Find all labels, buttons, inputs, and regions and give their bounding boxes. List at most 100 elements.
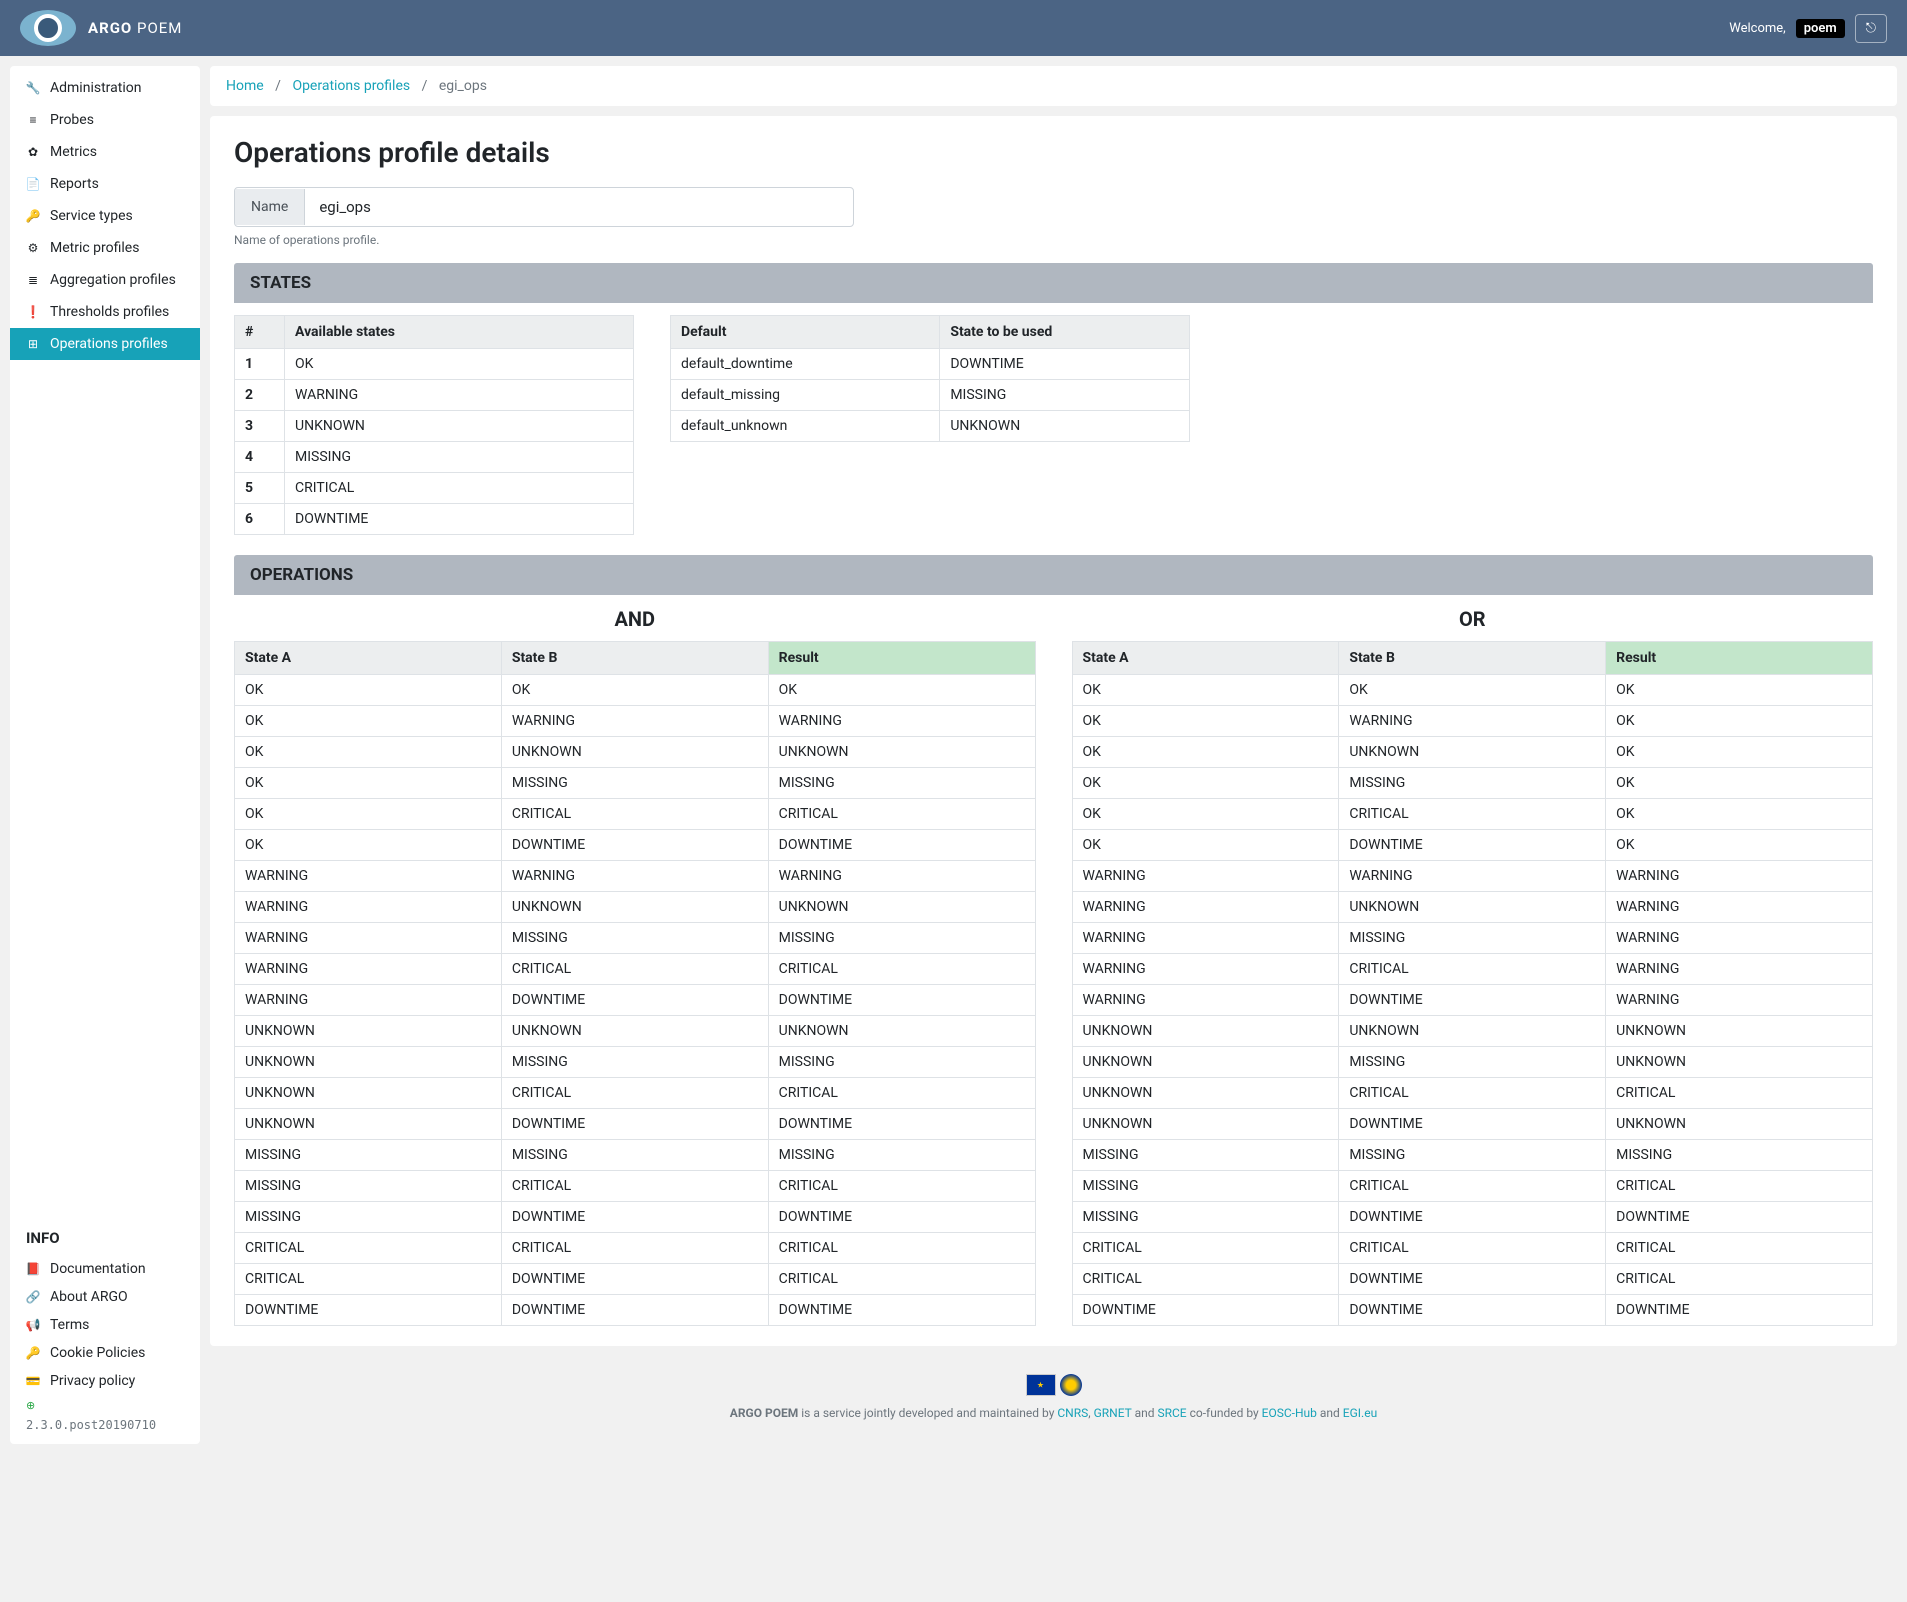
cell-a: UNKNOWN <box>1072 1047 1339 1078</box>
link-eosc[interactable]: EOSC-Hub <box>1262 1406 1317 1420</box>
cell-result: UNKNOWN <box>1606 1047 1873 1078</box>
ops-col-and: AND State A State B Result OKOKOKOKWARNI… <box>234 607 1036 1326</box>
cell-a: OK <box>1072 799 1339 830</box>
cell-state: WARNING <box>285 380 634 411</box>
sidebar-item-probes[interactable]: ≡Probes <box>10 104 200 136</box>
cell-a: WARNING <box>1072 861 1339 892</box>
table-row: MISSINGMISSINGMISSING <box>1072 1140 1873 1171</box>
table-row: DOWNTIMEDOWNTIMEDOWNTIME <box>235 1295 1036 1326</box>
link-grnet[interactable]: GRNET <box>1094 1406 1132 1420</box>
nav-label: Administration <box>50 80 141 96</box>
cell-b: UNKNOWN <box>1339 892 1606 923</box>
cell-b: WARNING <box>1339 861 1606 892</box>
cell-result: MISSING <box>768 1047 1035 1078</box>
info-link-about-argo[interactable]: 🔗About ARGO <box>26 1283 184 1311</box>
info-link-privacy-policy[interactable]: 💳Privacy policy <box>26 1367 184 1395</box>
link-cnrs[interactable]: CNRS <box>1057 1406 1088 1420</box>
cell-b: MISSING <box>501 923 768 954</box>
defaults-body: default_downtimeDOWNTIMEdefault_missingM… <box>671 349 1190 442</box>
states-body: 1OK2WARNING3UNKNOWN4MISSING5CRITICAL6DOW… <box>235 349 634 535</box>
cell-state: CRITICAL <box>285 473 634 504</box>
sidebar-item-metrics[interactable]: ✿Metrics <box>10 136 200 168</box>
cell-a: WARNING <box>1072 985 1339 1016</box>
info-icon: 📕 <box>26 1262 40 1276</box>
cell-a: OK <box>235 737 502 768</box>
cell-a: WARNING <box>1072 892 1339 923</box>
cell-idx: 6 <box>235 504 285 535</box>
cell-idx: 4 <box>235 442 285 473</box>
footer-text: ARGO POEM is a service jointly developed… <box>210 1406 1897 1420</box>
nav-icon: ✿ <box>26 145 40 159</box>
cell-result: DOWNTIME <box>768 830 1035 861</box>
states-table: # Available states 1OK2WARNING3UNKNOWN4M… <box>234 315 634 535</box>
info-icon: 🔗 <box>26 1290 40 1304</box>
table-row: UNKNOWNMISSINGUNKNOWN <box>1072 1047 1873 1078</box>
sidebar-item-operations-profiles[interactable]: ⊞Operations profiles <box>10 328 200 360</box>
breadcrumb-home[interactable]: Home <box>226 78 264 94</box>
nav-label: Service types <box>50 208 133 224</box>
breadcrumb-parent[interactable]: Operations profiles <box>292 78 410 94</box>
table-row: MISSINGCRITICALCRITICAL <box>1072 1171 1873 1202</box>
table-row: WARNINGWARNINGWARNING <box>235 861 1036 892</box>
info-link-terms[interactable]: 📢Terms <box>26 1311 184 1339</box>
breadcrumb-sep: / <box>422 78 428 94</box>
link-egi[interactable]: EGI.eu <box>1343 1406 1377 1420</box>
cell-b: CRITICAL <box>501 799 768 830</box>
cell-result: DOWNTIME <box>768 985 1035 1016</box>
cell-a: WARNING <box>235 985 502 1016</box>
info-link-cookie-policies[interactable]: 🔑Cookie Policies <box>26 1339 184 1367</box>
cell-a: OK <box>235 799 502 830</box>
cell-a: MISSING <box>235 1140 502 1171</box>
table-row: UNKNOWNDOWNTIMEDOWNTIME <box>235 1109 1036 1140</box>
col-state-b: State B <box>501 642 768 675</box>
table-row: 2WARNING <box>235 380 634 411</box>
cell-b: MISSING <box>501 768 768 799</box>
info-title: INFO <box>26 1229 184 1247</box>
cell-result: CRITICAL <box>768 1264 1035 1295</box>
cell-b: DOWNTIME <box>1339 1264 1606 1295</box>
ops-table: State A State B Result OKOKOKOKWARNINGWA… <box>234 641 1036 1326</box>
logout-button[interactable]: ⎋ <box>1855 14 1887 43</box>
states-row: # Available states 1OK2WARNING3UNKNOWN4M… <box>234 315 1873 535</box>
cell-result: OK <box>1606 737 1873 768</box>
table-row: WARNINGDOWNTIMEWARNING <box>1072 985 1873 1016</box>
cell-b: DOWNTIME <box>501 985 768 1016</box>
sidebar-item-service-types[interactable]: 🔑Service types <box>10 200 200 232</box>
sidebar-spacer <box>10 360 200 1219</box>
sidebar-item-metric-profiles[interactable]: ⚙Metric profiles <box>10 232 200 264</box>
cell-result: CRITICAL <box>1606 1264 1873 1295</box>
cell-state: MISSING <box>285 442 634 473</box>
cell-b: DOWNTIME <box>501 1264 768 1295</box>
link-srce[interactable]: SRCE <box>1157 1406 1186 1420</box>
table-row: default_missingMISSING <box>671 380 1190 411</box>
version: 2.3.0.post20190710 <box>10 1412 200 1438</box>
cell-idx: 2 <box>235 380 285 411</box>
cell-b: OK <box>501 675 768 706</box>
info-link-documentation[interactable]: 📕Documentation <box>26 1255 184 1283</box>
breadcrumb-current: egi_ops <box>439 78 487 94</box>
cell-a: OK <box>235 675 502 706</box>
cell-result: DOWNTIME <box>768 1202 1035 1233</box>
info-label: Cookie Policies <box>50 1345 145 1361</box>
table-row: WARNINGWARNINGWARNING <box>1072 861 1873 892</box>
sidebar-item-aggregation-profiles[interactable]: ≣Aggregation profiles <box>10 264 200 296</box>
sidebar-item-administration[interactable]: 🔧Administration <box>10 72 200 104</box>
table-row: OKUNKNOWNOK <box>1072 737 1873 768</box>
ops-row: AND State A State B Result OKOKOKOKWARNI… <box>234 607 1873 1326</box>
cell-a: MISSING <box>235 1171 502 1202</box>
logo-icon <box>20 10 76 46</box>
table-row: WARNINGCRITICALWARNING <box>1072 954 1873 985</box>
cell-state: DOWNTIME <box>940 349 1190 380</box>
ops-table: State A State B Result OKOKOKOKWARNINGOK… <box>1072 641 1874 1326</box>
cell-result: OK <box>1606 830 1873 861</box>
info-label: Terms <box>50 1317 89 1333</box>
col-state-used: State to be used <box>940 316 1190 349</box>
cell-a: MISSING <box>1072 1202 1339 1233</box>
cell-b: CRITICAL <box>1339 799 1606 830</box>
table-row: OKMISSINGOK <box>1072 768 1873 799</box>
cell-b: CRITICAL <box>501 1171 768 1202</box>
cell-a: WARNING <box>1072 923 1339 954</box>
sidebar-item-reports[interactable]: 📄Reports <box>10 168 200 200</box>
cell-a: OK <box>1072 675 1339 706</box>
sidebar-item-thresholds-profiles[interactable]: ❗Thresholds profiles <box>10 296 200 328</box>
